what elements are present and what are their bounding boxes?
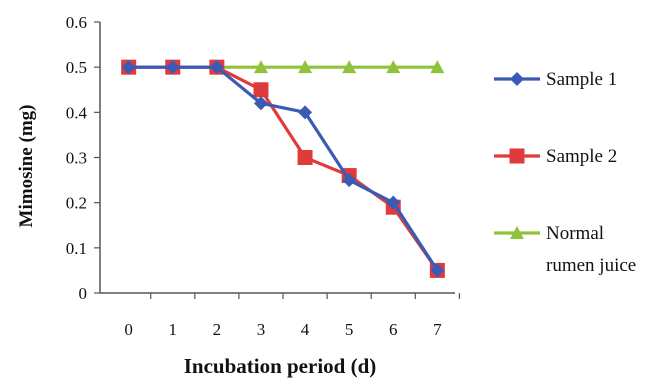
x-tick-label: 1	[169, 320, 178, 339]
legend-label: Sample 1	[546, 69, 617, 90]
y-tick-label: 0.4	[66, 103, 88, 122]
x-tick-label: 2	[213, 320, 222, 339]
legend-label: Sample 2	[546, 146, 617, 167]
legend-entry-1: Sample 1	[494, 69, 617, 90]
data-point	[253, 96, 268, 111]
series-1	[121, 60, 445, 278]
series-layer	[121, 59, 445, 278]
data-point	[297, 150, 313, 165]
legend-entry-3: Normal rumen juice	[494, 223, 636, 276]
data-point	[253, 60, 268, 74]
legend-label-line: rumen juice	[546, 255, 636, 276]
x-tick-label: 3	[257, 320, 266, 339]
data-point	[386, 195, 401, 210]
y-tick-label: 0.1	[66, 239, 87, 258]
data-point	[342, 60, 357, 74]
x-tick-label: 0	[124, 320, 133, 339]
data-point	[209, 60, 224, 75]
y-axis-label: Mimosine (mg)	[16, 105, 37, 228]
legend: Sample 1 Sample 2 Normal rumen juice	[494, 69, 636, 276]
data-point	[253, 82, 269, 98]
y-tick-label: 0	[79, 284, 88, 303]
x-tick-label: 7	[433, 320, 442, 339]
data-point	[121, 60, 136, 75]
legend-label-line: Normal	[546, 223, 604, 244]
legend-marker	[510, 226, 524, 239]
y-tick-label: 0.6	[66, 13, 87, 32]
series-line	[128, 65, 439, 272]
y-tick-label: 0.5	[66, 58, 87, 77]
data-point	[430, 60, 445, 74]
legend-entry-2: Sample 2	[494, 146, 617, 167]
x-tick-label: 4	[301, 320, 310, 339]
series-line	[128, 65, 439, 272]
axes	[94, 21, 461, 299]
data-point	[430, 263, 445, 278]
y-tick-label: 0.2	[66, 194, 87, 213]
data-point	[386, 60, 401, 74]
x-tick-label: 5	[345, 320, 354, 339]
data-point	[165, 60, 180, 75]
series-2	[121, 59, 445, 278]
data-point	[298, 60, 313, 74]
x-tick-label: 6	[389, 320, 398, 339]
data-point	[342, 173, 357, 188]
x-axis-label: Incubation period (d)	[184, 354, 377, 378]
data-point	[298, 105, 313, 120]
tick-labels: 0 0.1 0.2 0.3 0.4 0.5 0.6 0 1 2 3 4 5 6 7	[66, 13, 442, 339]
legend-marker	[510, 72, 524, 86]
legend-marker	[509, 148, 525, 164]
y-tick-label: 0.3	[66, 149, 87, 168]
